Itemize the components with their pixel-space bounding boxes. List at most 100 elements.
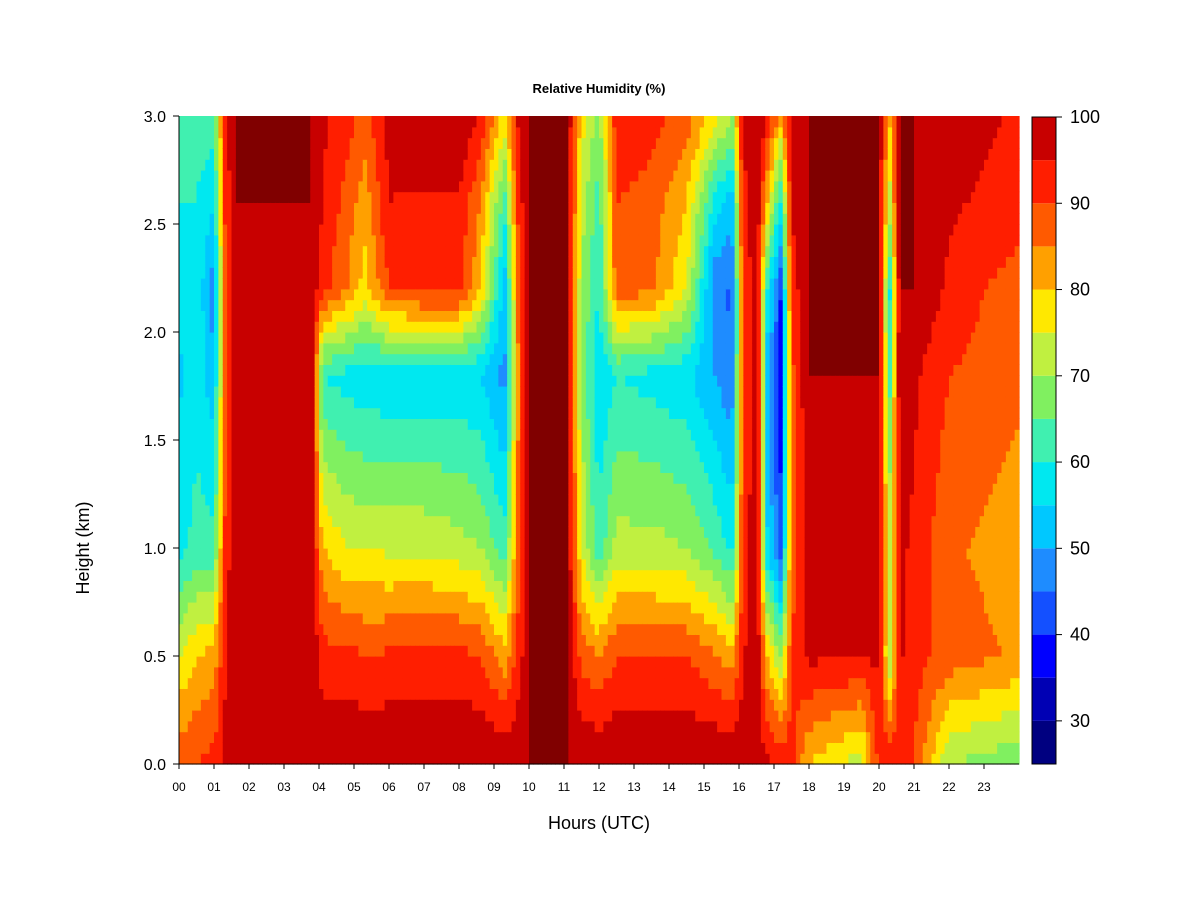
- heatmap-cell: [275, 245, 281, 257]
- heatmap-cell: [529, 180, 534, 193]
- heatmap-cell: [389, 364, 394, 376]
- heatmap-cell: [441, 245, 447, 257]
- heatmap-cell: [196, 342, 202, 355]
- heatmap-cell: [244, 602, 250, 614]
- heatmap-cell: [284, 137, 289, 149]
- heatmap-cell: [244, 213, 250, 225]
- heatmap-cell: [524, 753, 530, 765]
- heatmap-cell: [279, 386, 285, 398]
- heatmap-cell: [384, 267, 390, 279]
- heatmap-cell: [310, 148, 316, 160]
- heatmap-cell: [362, 256, 368, 268]
- heatmap-cell: [327, 688, 333, 700]
- heatmap-cell: [375, 472, 381, 484]
- heatmap-cell: [222, 386, 228, 398]
- heatmap-cell: [402, 191, 408, 203]
- heatmap-cell: [489, 623, 495, 635]
- heatmap-cell: [524, 569, 530, 581]
- heatmap-cell: [187, 472, 193, 484]
- heatmap-cell: [270, 526, 276, 538]
- heatmap-cell: [209, 742, 215, 754]
- heatmap-cell: [529, 483, 534, 495]
- heatmap-cell: [235, 332, 241, 344]
- heatmap-cell: [371, 137, 377, 149]
- heatmap-cell: [214, 742, 219, 754]
- heatmap-cell: [463, 191, 469, 203]
- heatmap-cell: [424, 321, 429, 333]
- heatmap-cell: [192, 396, 198, 409]
- heatmap-cell: [524, 645, 530, 657]
- heatmap-cell: [397, 299, 403, 311]
- heatmap-cell: [467, 342, 473, 355]
- heatmap-cell: [209, 342, 215, 355]
- heatmap-cell: [253, 202, 259, 214]
- heatmap-cell: [196, 515, 202, 527]
- heatmap-cell: [459, 537, 464, 549]
- heatmap-cell: [292, 602, 298, 614]
- heatmap-cell: [323, 504, 329, 517]
- heatmap-cell: [485, 645, 491, 657]
- heatmap-cell: [319, 440, 324, 452]
- heatmap-cell: [533, 386, 539, 398]
- heatmap-cell: [472, 634, 478, 646]
- heatmap-cell: [415, 753, 421, 765]
- heatmap-cell: [362, 494, 368, 506]
- heatmap-cell: [266, 656, 272, 668]
- heatmap-cell: [419, 418, 425, 430]
- heatmap-cell: [196, 742, 202, 754]
- heatmap-cell: [336, 742, 342, 754]
- heatmap-cell: [498, 375, 504, 387]
- heatmap-cell: [327, 321, 333, 333]
- heatmap-cell: [389, 407, 394, 419]
- heatmap-cell: [183, 612, 189, 625]
- heatmap-cell: [262, 180, 268, 193]
- heatmap-cell: [266, 483, 272, 495]
- heatmap-cell: [279, 569, 285, 581]
- heatmap-cell: [393, 386, 399, 398]
- heatmap-cell: [533, 666, 539, 679]
- heatmap-cell: [205, 256, 211, 268]
- heatmap-cell: [305, 396, 311, 409]
- heatmap-cell: [533, 191, 539, 203]
- heatmap-cell: [511, 116, 517, 128]
- heatmap-cell: [367, 591, 373, 603]
- heatmap-cell: [288, 245, 294, 257]
- heatmap-cell: [222, 440, 228, 452]
- heatmap-cell: [275, 461, 281, 473]
- heatmap-cell: [402, 537, 408, 549]
- heatmap-cell: [375, 526, 381, 538]
- heatmap-cell: [485, 483, 491, 495]
- heatmap-cell: [437, 126, 443, 139]
- heatmap-cell: [301, 537, 307, 549]
- heatmap-cell: [441, 634, 447, 646]
- heatmap-cell: [297, 159, 303, 171]
- heatmap-cell: [244, 612, 250, 625]
- heatmap-cell: [249, 494, 254, 506]
- heatmap-cell: [319, 526, 324, 538]
- heatmap-cell: [192, 666, 198, 679]
- heatmap-cell: [284, 288, 289, 301]
- heatmap-cell: [371, 148, 377, 160]
- heatmap-cell: [529, 191, 534, 203]
- heatmap-cell: [270, 699, 276, 711]
- heatmap-cell: [424, 548, 429, 560]
- heatmap-cell: [507, 537, 513, 549]
- heatmap-cell: [362, 245, 368, 257]
- heatmap-cell: [301, 256, 307, 268]
- heatmap-cell: [424, 353, 429, 365]
- heatmap-cell: [515, 180, 521, 193]
- heatmap-cell: [375, 353, 381, 365]
- heatmap-cell: [489, 569, 495, 581]
- heatmap-cell: [284, 213, 289, 225]
- heatmap-cell: [437, 180, 443, 193]
- heatmap-cell: [389, 677, 394, 689]
- heatmap-cell: [205, 526, 211, 538]
- heatmap-cell: [214, 677, 219, 689]
- heatmap-cell: [529, 418, 534, 430]
- heatmap-cell: [218, 299, 224, 311]
- heatmap-cell: [463, 526, 469, 538]
- heatmap-cell: [419, 288, 425, 301]
- heatmap-cell: [284, 558, 289, 571]
- heatmap-cell: [231, 710, 237, 722]
- heatmap-cell: [494, 224, 499, 236]
